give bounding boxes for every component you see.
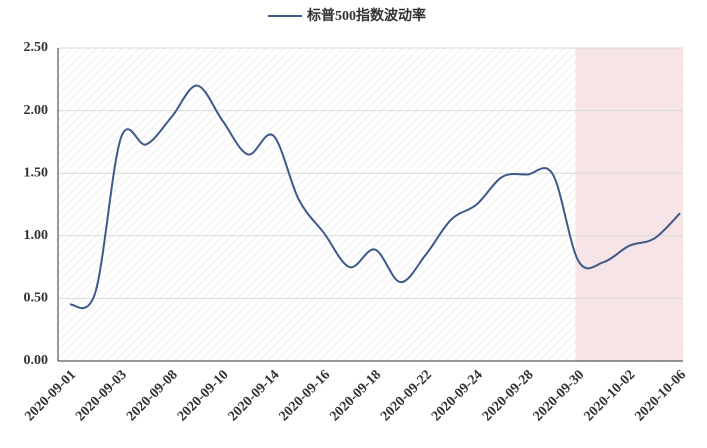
x-tick-label: 2020-09-03 xyxy=(73,367,130,424)
x-tick-label: 2020-09-14 xyxy=(226,367,283,424)
x-tick-label: 2020-10-02 xyxy=(581,367,638,424)
x-tick-label: 2020-09-22 xyxy=(378,367,435,424)
highlight-band xyxy=(575,48,683,361)
y-tick-label: 1.00 xyxy=(24,228,49,243)
legend-label: 标普500指数波动率 xyxy=(306,7,426,24)
y-tick-label: 2.00 xyxy=(24,103,49,118)
x-tick-label: 2020-10-06 xyxy=(632,367,689,424)
y-tick-label: 2.50 xyxy=(24,40,49,55)
x-tick-label: 2020-09-30 xyxy=(531,367,588,424)
x-tick-label: 2020-09-18 xyxy=(327,367,384,424)
y-tick-label: 0.50 xyxy=(24,291,49,306)
x-tick-label: 2020-09-10 xyxy=(175,367,232,424)
x-tick-label: 2020-09-01 xyxy=(22,367,79,424)
x-tick-label: 2020-09-28 xyxy=(480,367,537,424)
x-tick-label: 2020-09-24 xyxy=(429,367,486,424)
line-series xyxy=(69,84,681,310)
x-tick-label: 2020-09-08 xyxy=(124,367,181,424)
x-tick-label: 2020-09-16 xyxy=(276,367,333,424)
y-tick-label: 1.50 xyxy=(24,165,49,180)
y-tick-label: 0.00 xyxy=(24,353,49,368)
